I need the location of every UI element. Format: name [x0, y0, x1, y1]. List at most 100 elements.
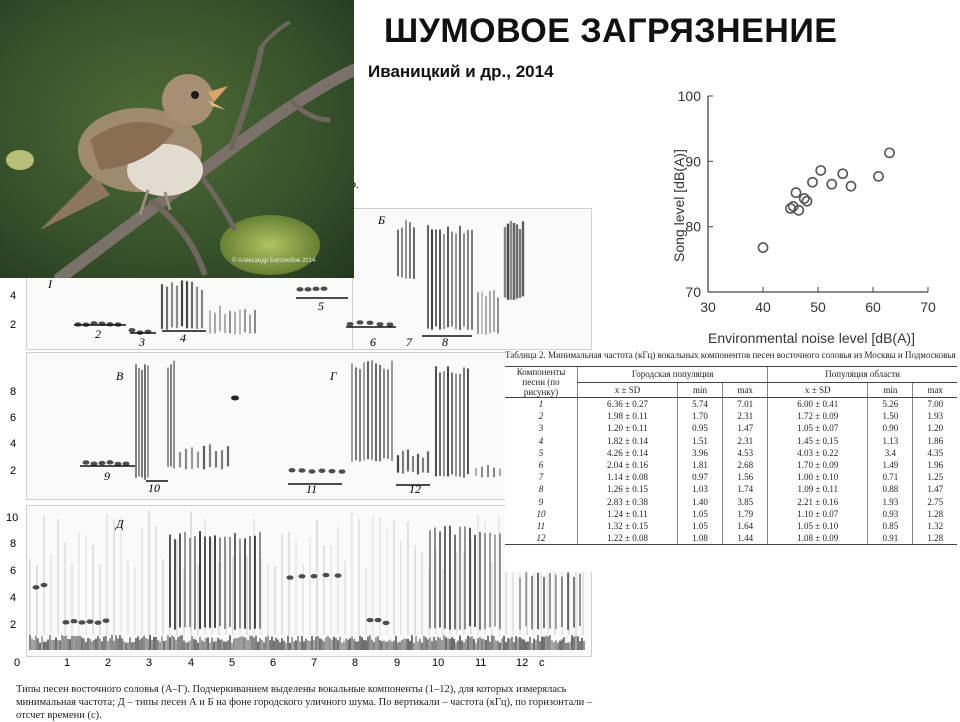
value-cell: 1.08 ± 0.09 [767, 532, 868, 546]
scatter-point [884, 147, 895, 159]
component-number: 4 [180, 331, 186, 345]
syllable-mark [286, 575, 294, 580]
subheader: min [676, 381, 723, 398]
value-cell: 1.93 [867, 495, 913, 508]
value-cell: 1.05 [676, 519, 723, 533]
time-tick-label: 5 [229, 657, 235, 669]
y-tick-label: 100 [678, 88, 702, 104]
scatter-point [845, 180, 857, 192]
freq-tick-label: 4 [10, 592, 16, 604]
time-tick-label: c [539, 657, 545, 669]
value-cell: 1.98 ± 0.11 [577, 410, 678, 423]
value-cell: 1.40 [676, 495, 723, 508]
value-cell: 1.08 [676, 532, 723, 546]
value-cell: 1.22 ± 0.08 [577, 532, 678, 546]
scatter-point [793, 204, 805, 216]
component-cell: 12 [505, 532, 578, 546]
min-frequency-table: Таблица 2. Минимальная частота (кГц) вок… [505, 350, 957, 572]
value-cell: 1.72 ± 0.09 [767, 410, 868, 423]
x-tick-label: 50 [810, 299, 826, 315]
component-number: 11 [306, 482, 317, 496]
photo-watermark: © Александр Боголюбов 2014 [232, 257, 316, 264]
value-cell: 2.68 [722, 458, 768, 472]
scatter-point [826, 178, 838, 190]
value-cell: 1.20 ± 0.11 [577, 422, 678, 435]
table-row: 11 1.32 ± 0.15 1.05 1.64 1.05 ± 0.10 0.85 1.32 [505, 519, 957, 533]
component-cell: 9 [538, 496, 544, 507]
value-cell: 2.31 [722, 410, 768, 423]
value-cell: 1.32 ± 0.15 [577, 519, 678, 533]
panel-label-d: Д [115, 517, 125, 531]
freq-tick-label: 2 [10, 465, 16, 477]
syllable-mark [322, 572, 330, 578]
component-cell: 1 [538, 399, 544, 410]
x-tick-label: 60 [865, 299, 881, 315]
panel-label-v: В [116, 369, 124, 383]
table-row: 10 1.24 ± 0.11 1.05 1.79 1.10 ± 0.07 0.93 1.28 [505, 507, 957, 520]
subheader: x ± SD [767, 381, 868, 398]
panel-label-a: I [47, 277, 53, 291]
syllable-mark [231, 395, 239, 401]
freq-tick-label: 8 [10, 538, 16, 550]
component-cell: 3 [538, 423, 544, 434]
syllable-mark [334, 573, 342, 578]
value-cell: 5.74 [676, 397, 723, 411]
value-cell: 1.28 [912, 532, 957, 546]
syllable-mark [298, 574, 306, 579]
value-cell: 0.97 [676, 471, 723, 484]
x-tick-label: 70 [920, 299, 936, 315]
component-cell: 4 [538, 435, 544, 446]
value-cell: 1.70 [676, 410, 723, 423]
syllable-mark [70, 619, 78, 624]
value-cell: 1.13 [867, 434, 913, 447]
table-row: 7 1.14 ± 0.08 0.97 1.56 1.00 ± 0.10 0.71 1.25 [505, 471, 957, 484]
component-number: 7 [406, 335, 413, 349]
component-cell: 10 [536, 508, 546, 519]
value-cell: 7.01 [722, 397, 768, 411]
y-tick-label: 90 [685, 153, 701, 169]
syllable-mark [78, 620, 86, 625]
subheader: max [912, 381, 957, 398]
syllable-mark [288, 468, 296, 473]
slide-title: ШУМОВОЕ ЗАГРЯЗНЕНИЕ [384, 12, 838, 50]
value-cell: 1.05 ± 0.07 [767, 422, 868, 435]
scatter-point [798, 193, 810, 204]
value-cell: 0.93 [867, 507, 913, 520]
value-cell: 1.56 [722, 471, 768, 484]
value-cell: 0.91 [867, 532, 913, 546]
value-cell: 7.00 [912, 397, 957, 411]
value-cell: 2.75 [912, 495, 957, 508]
scatter-axes: 70 80 90 100 30 40 50 60 70 [678, 88, 936, 315]
scatter-point [790, 187, 802, 199]
x-axis-label: Environmental noise level [dB(A)] [708, 330, 915, 346]
value-cell: 1.26 ± 0.15 [577, 483, 678, 496]
time-tick-label: 8 [352, 657, 358, 669]
header-region: Популяция области [767, 366, 957, 383]
value-cell: 0.85 [867, 519, 913, 533]
value-cell: 3.85 [722, 495, 768, 508]
syllable-mark [382, 620, 390, 626]
panel-label-b: Б [377, 213, 385, 227]
value-cell: 6.00 ± 0.41 [767, 397, 868, 411]
data-table: Компоненты песни (по рисунку) Городская … [505, 366, 957, 546]
fragment-text: р. [349, 180, 359, 191]
scatter-point [757, 242, 769, 253]
component-number: 2 [95, 327, 101, 341]
value-cell: 1.93 [912, 410, 957, 423]
syllable-mark [106, 460, 114, 465]
value-cell: 1.05 ± 0.10 [767, 519, 868, 533]
table-row: 2 1.98 ± 0.11 1.70 2.31 1.72 ± 0.09 1.50 1.93 [505, 410, 957, 423]
syllable-mark [376, 322, 384, 327]
freq-tick-label: 2 [10, 319, 16, 331]
syllable-mark [356, 320, 364, 325]
freq-tick-label: 6 [10, 412, 16, 424]
value-cell: 1.20 [912, 422, 957, 435]
y-tick-label: 80 [685, 219, 701, 235]
table-row: 9 2.83 ± 0.38 1.40 3.85 2.21 ± 0.16 1.93 2.75 [505, 495, 957, 508]
component-number: 12 [409, 482, 421, 496]
syllable-mark [40, 582, 48, 588]
time-tick-label: 10 [432, 657, 444, 669]
time-tick-label: 4 [188, 657, 194, 669]
syllable-mark [298, 468, 306, 473]
syllable-mark [366, 320, 374, 326]
